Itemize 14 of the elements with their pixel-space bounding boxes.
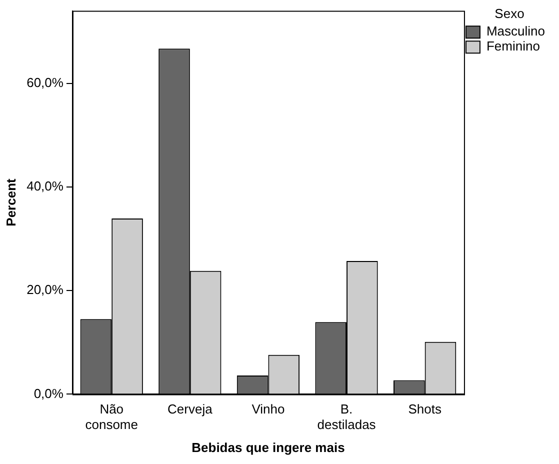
legend-label: Feminino [486, 38, 540, 54]
y-tick-label: 60,0% [26, 74, 64, 90]
x-axis-title: Bebidas que ingere mais [192, 440, 345, 455]
y-tick-label: 20,0% [26, 282, 64, 298]
x-tick-label: Vinho [252, 402, 285, 417]
x-tick-label: B. destiladas [317, 402, 376, 432]
y-tick-label: 0,0% [34, 386, 64, 401]
x-tick-label: Shots [408, 402, 442, 417]
legend-label: Masculino [486, 24, 546, 39]
x-tick-label: Cerveja [168, 402, 214, 417]
legend-title: Sexo [494, 6, 524, 22]
y-axis-title: Percent [3, 178, 18, 226]
y-tick-label: 40,0% [26, 178, 64, 194]
x-tick-label: Não consome [85, 402, 138, 432]
